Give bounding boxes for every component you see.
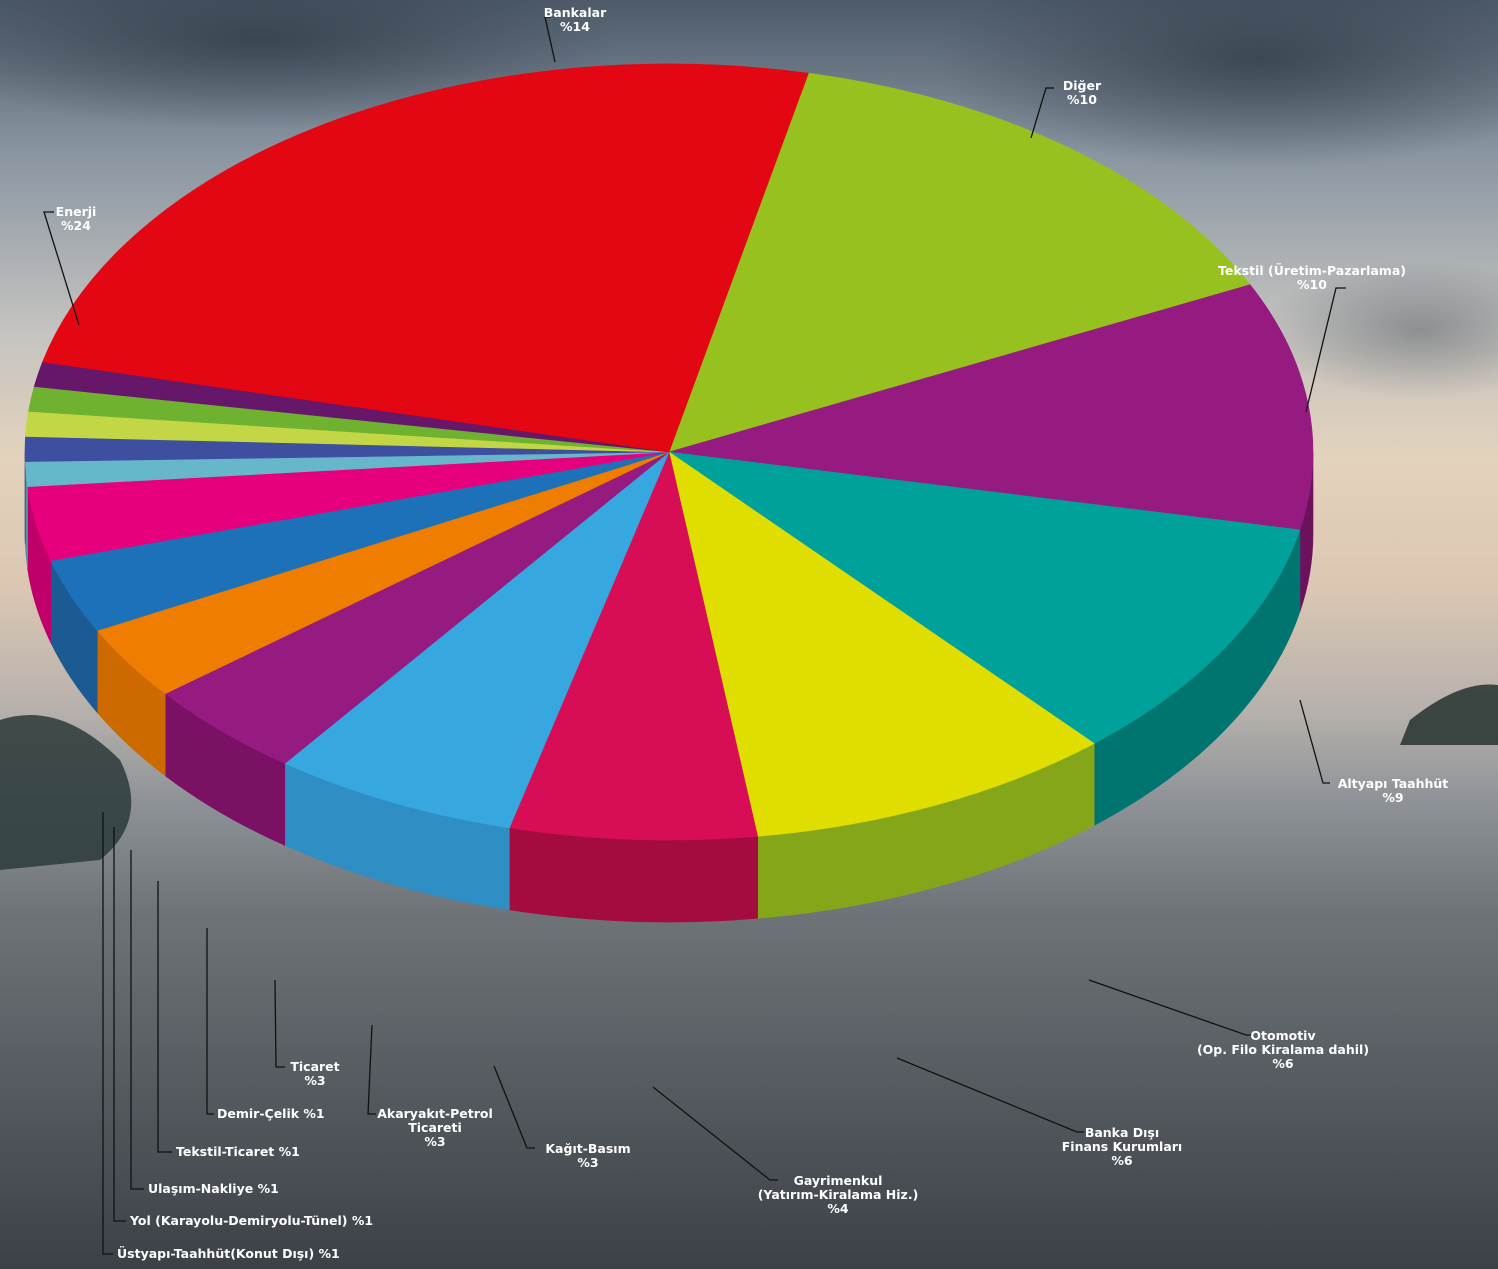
label-yol: Yol (Karayolu-Demiryolu-Tünel) %1 [129, 1213, 373, 1228]
leader-banka-disi [896, 1057, 1084, 1133]
leader-bankalar [544, 16, 556, 63]
label-altyapi: Altyapı Taahhüt %9 [1338, 776, 1449, 805]
label-banka-disi: Banka Dışı Finans Kurumları %6 [1062, 1125, 1182, 1168]
label-kagit-basim: Kağıt-Basım %3 [545, 1141, 630, 1170]
leader-ustyapi [102, 812, 113, 1255]
slice-bankalar [668, 72, 1251, 453]
label-enerji: Enerji %24 [56, 204, 97, 233]
leader-kagit-basim [493, 1065, 535, 1149]
slice-otomotiv-op-filo-kiralama-dahil [508, 451, 759, 841]
leader-diger [1030, 87, 1054, 139]
label-akaryakit: Akaryakıt-Petrol Ticareti %3 [377, 1106, 493, 1149]
slice-altyap-taahhu-t [668, 451, 1095, 837]
slice-tekstil-u-retim-pazarlama [668, 451, 1301, 744]
label-bankalar: Bankalar %14 [544, 5, 607, 34]
slice-banka-d-s-finans-kurumlar [284, 451, 670, 829]
leader-tekstil-uretim [1305, 287, 1346, 413]
leader-akaryakit [367, 1024, 376, 1115]
leader-ticaret [274, 979, 285, 1068]
label-demir-celik: Demir-Çelik %1 [217, 1106, 325, 1121]
slice-side-otomotiv-op-filo-kiralama-dahil [509, 827, 758, 923]
leader-otomotiv [1088, 979, 1254, 1036]
leader-tekstil-ticaret [157, 881, 172, 1153]
label-otomotiv: Otomotiv (Op. Filo Kiralama dahil) %6 [1197, 1028, 1369, 1071]
label-diger: Diğer %10 [1063, 78, 1102, 107]
label-ustyapi: Üstyapı-Taahhüt(Konut Dışı) %1 [117, 1246, 340, 1261]
leader-yol [113, 827, 126, 1222]
slice-labels: Bankalar %14 Diğer %10 Tekstil (Üretim-Paz… [56, 5, 1449, 1261]
label-gayrimenkul: Gayrimenkul (Yatırım-Kiralama Hiz.) %4 [758, 1173, 919, 1216]
slice-enerji [42, 63, 809, 453]
leader-lines [43, 16, 1346, 1255]
leader-gayrimenkul [652, 1086, 778, 1181]
leader-ulasim [130, 850, 144, 1190]
leader-enerji [43, 211, 80, 326]
leader-altyapi [1299, 699, 1330, 784]
label-tekstil-ticaret: Tekstil-Ticaret %1 [176, 1144, 300, 1159]
pie-slices [24, 63, 1314, 841]
label-tekstil-uretim: Tekstil (Üretim-Pazarlama) %10 [1218, 263, 1406, 292]
label-ulasim: Ulaşım-Nakliye %1 [148, 1181, 279, 1196]
leader-demir-celik [206, 928, 214, 1115]
label-ticaret: Ticaret %3 [290, 1059, 339, 1088]
